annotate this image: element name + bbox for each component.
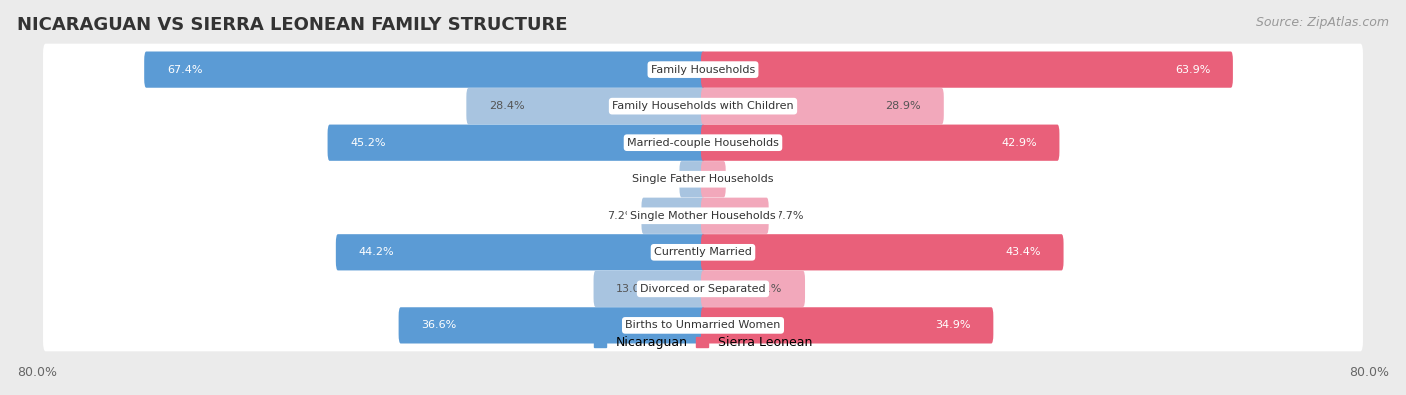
FancyBboxPatch shape xyxy=(702,234,1063,271)
FancyBboxPatch shape xyxy=(336,234,704,271)
FancyBboxPatch shape xyxy=(702,271,806,307)
Text: Currently Married: Currently Married xyxy=(654,247,752,257)
FancyBboxPatch shape xyxy=(679,161,704,198)
Text: Single Mother Households: Single Mother Households xyxy=(630,211,776,221)
FancyBboxPatch shape xyxy=(145,51,704,88)
Text: 7.7%: 7.7% xyxy=(775,211,803,221)
FancyBboxPatch shape xyxy=(44,80,1362,132)
Text: Births to Unmarried Women: Births to Unmarried Women xyxy=(626,320,780,330)
Legend: Nicaraguan, Sierra Leonean: Nicaraguan, Sierra Leonean xyxy=(593,336,813,349)
Text: NICARAGUAN VS SIERRA LEONEAN FAMILY STRUCTURE: NICARAGUAN VS SIERRA LEONEAN FAMILY STRU… xyxy=(17,16,568,34)
Text: 43.4%: 43.4% xyxy=(1005,247,1040,257)
FancyBboxPatch shape xyxy=(328,124,704,161)
FancyBboxPatch shape xyxy=(44,117,1362,169)
Text: 36.6%: 36.6% xyxy=(422,320,457,330)
Text: Single Father Households: Single Father Households xyxy=(633,174,773,184)
FancyBboxPatch shape xyxy=(44,299,1362,351)
Text: 67.4%: 67.4% xyxy=(167,65,202,75)
Text: 34.9%: 34.9% xyxy=(935,320,970,330)
FancyBboxPatch shape xyxy=(702,51,1233,88)
Text: 63.9%: 63.9% xyxy=(1175,65,1211,75)
FancyBboxPatch shape xyxy=(44,263,1362,315)
FancyBboxPatch shape xyxy=(399,307,704,344)
Text: 2.5%: 2.5% xyxy=(733,174,761,184)
FancyBboxPatch shape xyxy=(702,307,994,344)
Text: 2.6%: 2.6% xyxy=(645,174,673,184)
Text: Family Households: Family Households xyxy=(651,65,755,75)
Text: 13.0%: 13.0% xyxy=(616,284,651,294)
Text: 45.2%: 45.2% xyxy=(350,138,385,148)
Text: Divorced or Separated: Divorced or Separated xyxy=(640,284,766,294)
FancyBboxPatch shape xyxy=(44,226,1362,278)
Text: Source: ZipAtlas.com: Source: ZipAtlas.com xyxy=(1256,16,1389,29)
FancyBboxPatch shape xyxy=(702,124,1060,161)
Text: 28.9%: 28.9% xyxy=(886,101,921,111)
Text: 44.2%: 44.2% xyxy=(359,247,394,257)
FancyBboxPatch shape xyxy=(44,44,1362,96)
Text: 12.1%: 12.1% xyxy=(747,284,782,294)
FancyBboxPatch shape xyxy=(702,198,769,234)
Text: 7.2%: 7.2% xyxy=(607,211,636,221)
FancyBboxPatch shape xyxy=(702,88,943,124)
FancyBboxPatch shape xyxy=(593,271,704,307)
FancyBboxPatch shape xyxy=(641,198,704,234)
Text: 42.9%: 42.9% xyxy=(1001,138,1036,148)
Text: 80.0%: 80.0% xyxy=(17,366,56,379)
Text: 80.0%: 80.0% xyxy=(1350,366,1389,379)
FancyBboxPatch shape xyxy=(44,153,1362,205)
FancyBboxPatch shape xyxy=(467,88,704,124)
FancyBboxPatch shape xyxy=(702,161,725,198)
Text: 28.4%: 28.4% xyxy=(489,101,524,111)
Text: Family Households with Children: Family Households with Children xyxy=(612,101,794,111)
FancyBboxPatch shape xyxy=(44,190,1362,242)
Text: Married-couple Households: Married-couple Households xyxy=(627,138,779,148)
